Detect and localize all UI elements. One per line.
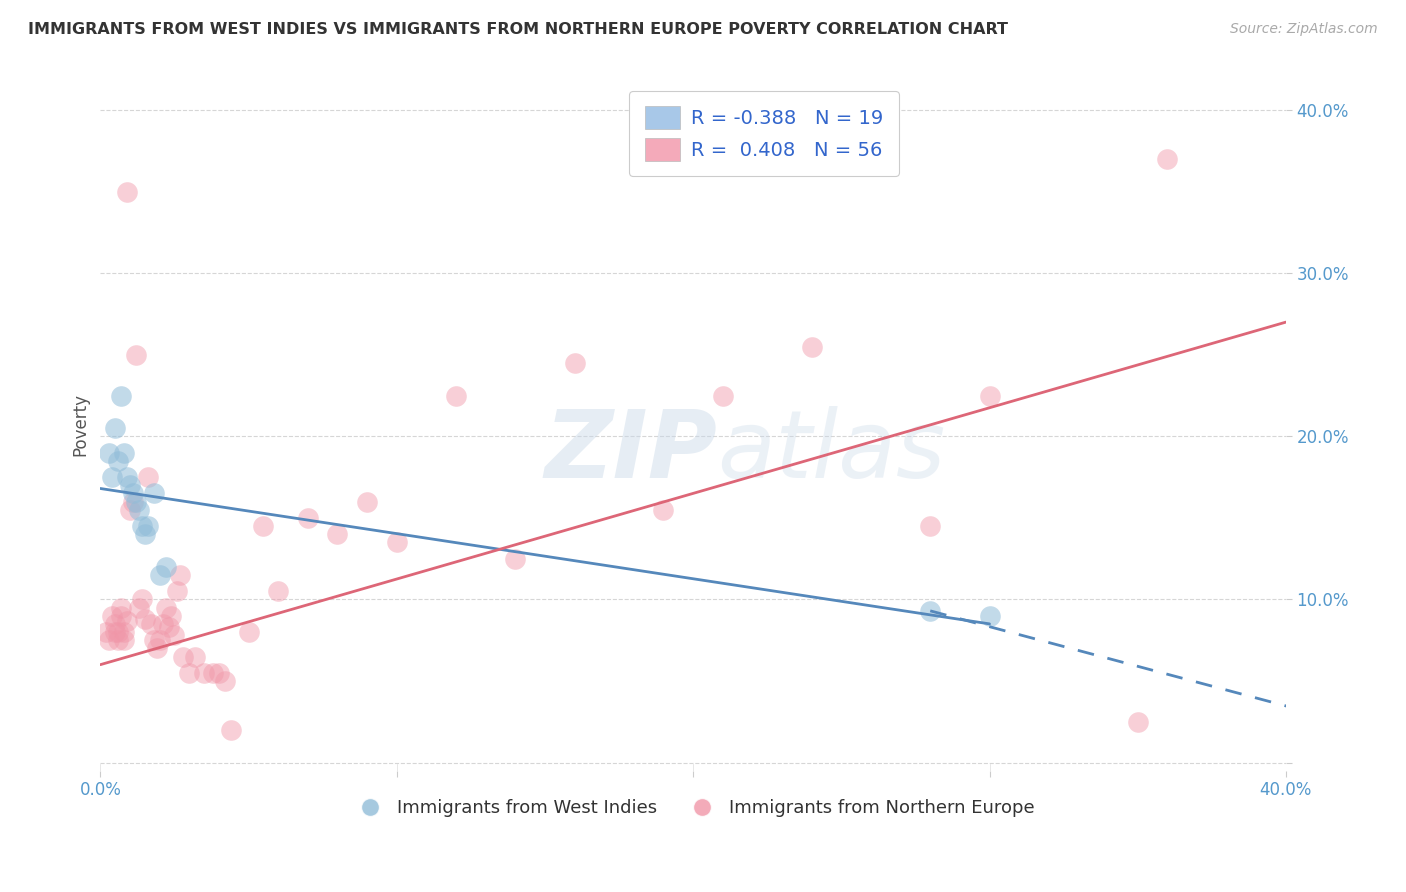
Point — [920, 604, 942, 618]
Point — [134, 527, 156, 541]
Point — [122, 486, 145, 500]
Point — [214, 673, 236, 688]
Point — [128, 502, 150, 516]
Point — [142, 486, 165, 500]
Point — [149, 633, 172, 648]
Point — [326, 527, 349, 541]
Point — [107, 454, 129, 468]
Point — [142, 633, 165, 648]
Point — [125, 348, 148, 362]
Point — [979, 608, 1001, 623]
Point — [104, 625, 127, 640]
Point — [101, 470, 124, 484]
Point — [118, 478, 141, 492]
Point — [118, 502, 141, 516]
Point — [157, 620, 180, 634]
Point — [107, 633, 129, 648]
Point — [115, 185, 138, 199]
Point — [115, 614, 138, 628]
Point — [112, 633, 135, 648]
Text: Source: ZipAtlas.com: Source: ZipAtlas.com — [1230, 22, 1378, 37]
Point — [110, 600, 132, 615]
Point — [110, 608, 132, 623]
Point — [139, 616, 162, 631]
Point — [101, 608, 124, 623]
Point — [131, 519, 153, 533]
Point — [385, 535, 408, 549]
Point — [134, 612, 156, 626]
Point — [122, 494, 145, 508]
Point — [800, 340, 823, 354]
Point — [131, 592, 153, 607]
Point — [125, 494, 148, 508]
Point — [155, 600, 177, 615]
Point — [920, 519, 942, 533]
Point — [172, 649, 194, 664]
Point — [160, 608, 183, 623]
Text: atlas: atlas — [717, 406, 945, 498]
Point — [98, 633, 121, 648]
Point — [136, 519, 159, 533]
Point — [979, 388, 1001, 402]
Point — [155, 559, 177, 574]
Point — [184, 649, 207, 664]
Point — [166, 584, 188, 599]
Point — [1126, 714, 1149, 729]
Point — [252, 519, 274, 533]
Point — [444, 388, 467, 402]
Point — [1156, 152, 1178, 166]
Point — [201, 665, 224, 680]
Point — [564, 356, 586, 370]
Point — [110, 388, 132, 402]
Point — [652, 502, 675, 516]
Point — [193, 665, 215, 680]
Legend: Immigrants from West Indies, Immigrants from Northern Europe: Immigrants from West Indies, Immigrants … — [344, 791, 1042, 824]
Point — [96, 625, 118, 640]
Point — [169, 568, 191, 582]
Point — [107, 625, 129, 640]
Point — [711, 388, 734, 402]
Point — [145, 641, 167, 656]
Point — [104, 421, 127, 435]
Point — [238, 625, 260, 640]
Text: ZIP: ZIP — [544, 406, 717, 498]
Point — [112, 445, 135, 459]
Point — [115, 470, 138, 484]
Point — [136, 470, 159, 484]
Point — [128, 600, 150, 615]
Point — [219, 723, 242, 737]
Point — [149, 568, 172, 582]
Point — [297, 511, 319, 525]
Point — [356, 494, 378, 508]
Point — [163, 628, 186, 642]
Point — [98, 445, 121, 459]
Point — [152, 616, 174, 631]
Y-axis label: Poverty: Poverty — [72, 392, 89, 456]
Point — [104, 616, 127, 631]
Text: IMMIGRANTS FROM WEST INDIES VS IMMIGRANTS FROM NORTHERN EUROPE POVERTY CORRELATI: IMMIGRANTS FROM WEST INDIES VS IMMIGRANT… — [28, 22, 1008, 37]
Point — [208, 665, 231, 680]
Point — [503, 551, 526, 566]
Point — [267, 584, 290, 599]
Point — [112, 625, 135, 640]
Point — [179, 665, 201, 680]
